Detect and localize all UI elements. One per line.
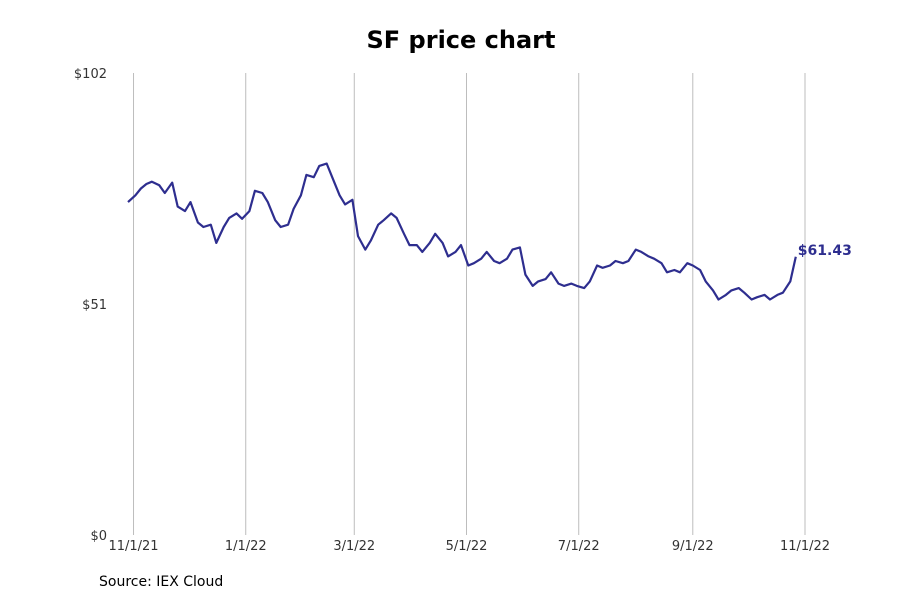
y-axis-ticks: $0 $51 $102	[74, 67, 107, 544]
y-tick-label: $102	[74, 67, 107, 82]
x-tick-label: 7/1/22	[558, 539, 600, 554]
chart-title: SF price chart	[366, 26, 556, 54]
source-note: Source: IEX Cloud	[99, 574, 224, 590]
y-tick-label: $0	[90, 529, 107, 544]
last-price-label: $61.43	[798, 243, 852, 259]
x-tick-label: 5/1/22	[446, 539, 488, 554]
x-tick-label: 11/1/22	[780, 539, 830, 554]
price-series-line	[127, 162, 797, 301]
grid-lines	[133, 73, 806, 535]
x-tick-label: 1/1/22	[225, 539, 267, 554]
x-tick-label: 3/1/22	[333, 539, 375, 554]
x-tick-label: 11/1/21	[108, 539, 158, 554]
x-tick-label: 9/1/22	[672, 539, 714, 554]
x-axis-ticks: 11/1/21 1/1/22 3/1/22 5/1/22 7/1/22 9/1/22 11/…	[108, 539, 830, 554]
y-tick-label: $51	[82, 298, 107, 313]
